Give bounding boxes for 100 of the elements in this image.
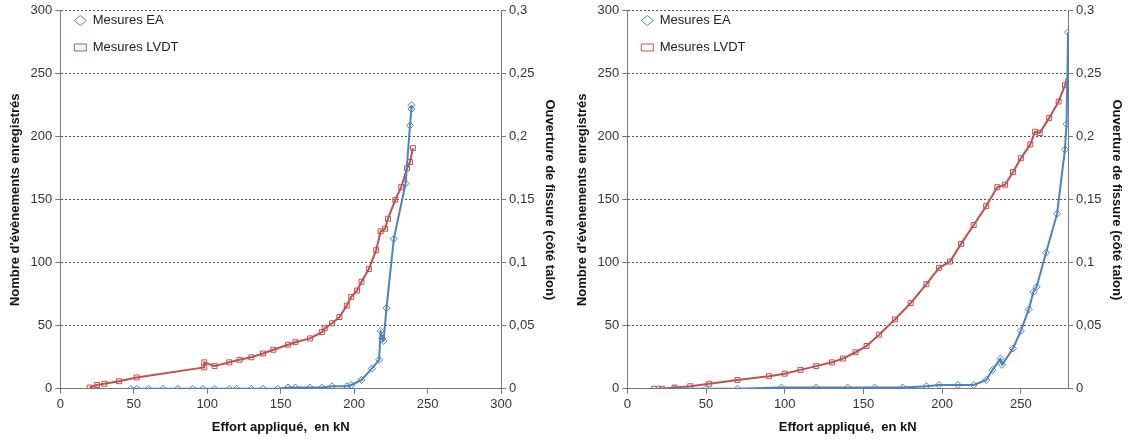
point bbox=[1010, 169, 1016, 176]
point bbox=[970, 222, 977, 228]
point bbox=[404, 165, 411, 172]
point bbox=[706, 380, 713, 387]
x-tick-label: 200 bbox=[931, 396, 953, 412]
point bbox=[1029, 287, 1038, 296]
y-tick-label: 0 bbox=[612, 380, 620, 396]
x-tick-label: 200 bbox=[343, 396, 366, 412]
y2-tick-label: 0,1 bbox=[1076, 254, 1095, 270]
y2-tick-label: 0,15 bbox=[1076, 191, 1102, 207]
point bbox=[342, 382, 351, 389]
point bbox=[211, 363, 218, 370]
point bbox=[367, 364, 376, 373]
point bbox=[201, 359, 208, 366]
y2-tick-label: 0,05 bbox=[1076, 317, 1102, 333]
point bbox=[101, 380, 108, 387]
point bbox=[863, 342, 870, 349]
point bbox=[1017, 155, 1024, 162]
x-tick-label: 50 bbox=[698, 396, 714, 412]
point bbox=[358, 278, 365, 285]
y2-tick-label: 0,3 bbox=[1076, 2, 1095, 18]
point bbox=[329, 320, 336, 327]
point bbox=[1062, 120, 1069, 129]
point bbox=[1032, 282, 1041, 291]
x-tick-label: 150 bbox=[852, 396, 875, 412]
point bbox=[354, 287, 361, 294]
point bbox=[347, 381, 356, 389]
point bbox=[1016, 326, 1025, 335]
point bbox=[1009, 344, 1017, 353]
point bbox=[1032, 128, 1039, 135]
x-tick-label: 0 bbox=[56, 396, 64, 412]
point bbox=[734, 377, 741, 383]
x-axis-title: Effort appliqué, en kN bbox=[211, 418, 350, 434]
y2-axis-title: Ouverture de fissure (côté talon) bbox=[542, 99, 558, 301]
point bbox=[285, 341, 292, 348]
y2-tick-label: 0,2 bbox=[1076, 128, 1095, 144]
point bbox=[1002, 181, 1009, 188]
point bbox=[922, 382, 931, 389]
y-tick-label: 300 bbox=[597, 2, 620, 18]
point bbox=[1055, 98, 1062, 105]
point bbox=[376, 326, 385, 335]
point bbox=[307, 335, 314, 342]
y-tick-label: 250 bbox=[597, 65, 620, 81]
point bbox=[687, 383, 694, 389]
y-tick-label: 200 bbox=[30, 128, 53, 144]
point bbox=[982, 375, 991, 384]
point bbox=[828, 359, 835, 366]
point bbox=[958, 240, 965, 247]
x-tick-label: 150 bbox=[269, 396, 292, 412]
point bbox=[260, 350, 267, 357]
point bbox=[389, 234, 398, 243]
y-tick-label: 100 bbox=[597, 254, 620, 270]
x-tick-label: 300 bbox=[490, 396, 512, 412]
point bbox=[840, 355, 846, 362]
point bbox=[373, 247, 380, 254]
y2-tick-label: 0,25 bbox=[1076, 65, 1102, 81]
point bbox=[852, 349, 859, 356]
point bbox=[1036, 130, 1043, 136]
point bbox=[133, 374, 140, 381]
point bbox=[226, 359, 233, 366]
point bbox=[236, 356, 243, 363]
y-tick-label: 50 bbox=[37, 317, 53, 333]
point bbox=[1046, 114, 1053, 121]
point bbox=[935, 381, 943, 389]
point bbox=[357, 375, 366, 384]
y2-tick-label: 0,25 bbox=[509, 65, 535, 81]
point bbox=[813, 363, 820, 370]
point bbox=[891, 316, 898, 323]
point bbox=[907, 300, 914, 307]
point bbox=[270, 346, 277, 353]
point bbox=[365, 266, 372, 273]
point bbox=[983, 203, 990, 210]
point bbox=[348, 293, 355, 300]
point bbox=[1060, 145, 1069, 154]
y2-tick-label: 0 bbox=[509, 380, 517, 396]
point bbox=[407, 101, 416, 110]
y2-tick-label: 0,15 bbox=[509, 191, 535, 207]
point bbox=[997, 360, 1006, 369]
point bbox=[988, 365, 997, 374]
point bbox=[392, 196, 399, 203]
y-tick-label: 150 bbox=[30, 191, 53, 207]
point bbox=[116, 378, 123, 385]
point bbox=[384, 215, 391, 222]
point bbox=[248, 354, 255, 361]
point bbox=[936, 264, 942, 271]
point bbox=[343, 302, 350, 309]
point bbox=[382, 304, 391, 313]
point bbox=[1042, 248, 1051, 257]
x-tick-label: 250 bbox=[416, 396, 439, 412]
legend-label: Mesures LVDT bbox=[92, 39, 179, 55]
x-tick-label: 100 bbox=[196, 396, 219, 412]
point bbox=[923, 281, 930, 288]
point bbox=[1027, 141, 1034, 148]
point bbox=[336, 314, 343, 320]
y2-tick-label: 0,3 bbox=[509, 2, 528, 18]
y-tick-label: 100 bbox=[30, 254, 53, 270]
point bbox=[406, 121, 414, 130]
y-axis-title: Nombre d'évènements enregistrés bbox=[7, 93, 23, 307]
x-axis-title: Effort appliqué, en kN bbox=[778, 418, 917, 434]
point bbox=[996, 354, 1005, 363]
